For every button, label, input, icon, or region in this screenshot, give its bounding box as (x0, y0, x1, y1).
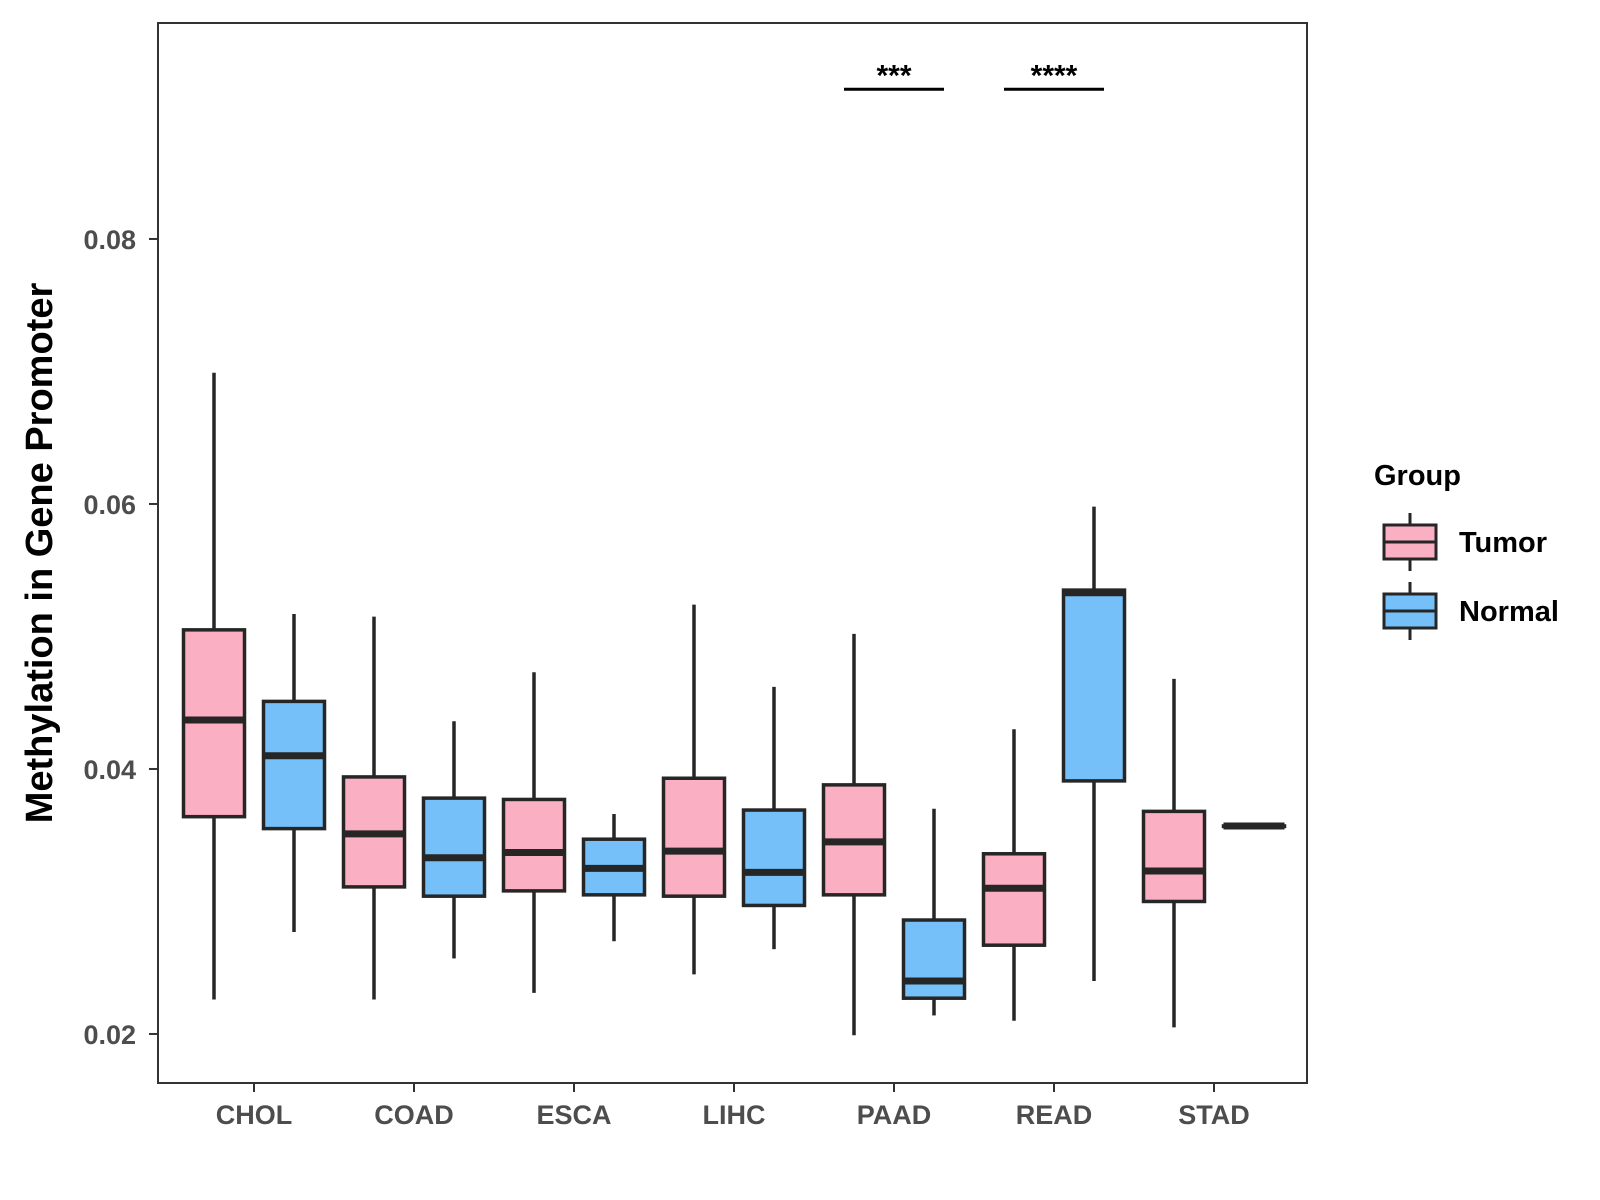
legend: Group Tumor Normal (1374, 460, 1559, 640)
box-iqr (661, 776, 727, 898)
significance-label: *** (876, 59, 911, 92)
legend-item-normal: Normal (1382, 582, 1559, 640)
box-iqr (901, 918, 967, 1000)
box-iqr (261, 699, 327, 831)
plot-panel-border (157, 22, 1308, 1084)
box-normal-chol (261, 613, 327, 932)
legend-items: Tumor Normal (1382, 513, 1559, 640)
x-tick-label: LIHC (703, 1100, 766, 1130)
boxes-layer (181, 372, 1287, 1036)
box-tumor-stad (1141, 678, 1207, 1028)
legend-label: Normal (1459, 596, 1559, 628)
x-tick-label: READ (1016, 1100, 1093, 1130)
significance-annotations: *** **** (844, 59, 1104, 92)
x-tick-label: PAAD (857, 1100, 932, 1130)
x-axis: CHOL COAD ESCA LIHC PAAD READ STAD (216, 1083, 1250, 1130)
significance-label: **** (1031, 59, 1078, 92)
box-iqr (1141, 809, 1207, 904)
y-tick-label: 0.06 (83, 490, 136, 520)
significance-read: **** (1004, 59, 1104, 92)
legend-item-tumor: Tumor (1382, 513, 1547, 571)
legend-title: Group (1374, 460, 1461, 492)
box-iqr (981, 852, 1047, 947)
box-iqr (741, 808, 807, 908)
box-normal-paad (901, 808, 967, 1016)
significance-paad: *** (844, 59, 944, 92)
box-normal-lihc (741, 686, 807, 950)
x-tick-label: ESCA (536, 1100, 611, 1130)
box-iqr (1061, 588, 1127, 783)
legend-label: Tumor (1459, 527, 1547, 559)
box-tumor-esca (501, 672, 567, 993)
box-normal-stad (1221, 822, 1287, 830)
y-tick-label: 0.02 (83, 1020, 136, 1050)
box-iqr (501, 797, 567, 893)
x-tick-label: COAD (374, 1100, 454, 1130)
box-normal-esca (581, 814, 647, 942)
box-tumor-coad (341, 616, 407, 1000)
box-iqr (421, 796, 487, 898)
box-tumor-read (981, 729, 1047, 1021)
x-tick-label: CHOL (216, 1100, 293, 1130)
y-tick-label: 0.08 (83, 225, 136, 255)
box-tumor-lihc (661, 604, 727, 975)
box-tumor-paad (821, 633, 887, 1036)
box-tumor-chol (181, 372, 247, 1000)
y-tick-label: 0.04 (83, 755, 136, 785)
box-normal-read (1061, 506, 1127, 981)
x-tick-label: STAD (1178, 1100, 1250, 1130)
y-axis: 0.02 0.04 0.06 0.08 (83, 225, 158, 1050)
box-normal-coad (421, 721, 487, 959)
y-axis-title: Methylation in Gene Promoter (19, 283, 61, 824)
